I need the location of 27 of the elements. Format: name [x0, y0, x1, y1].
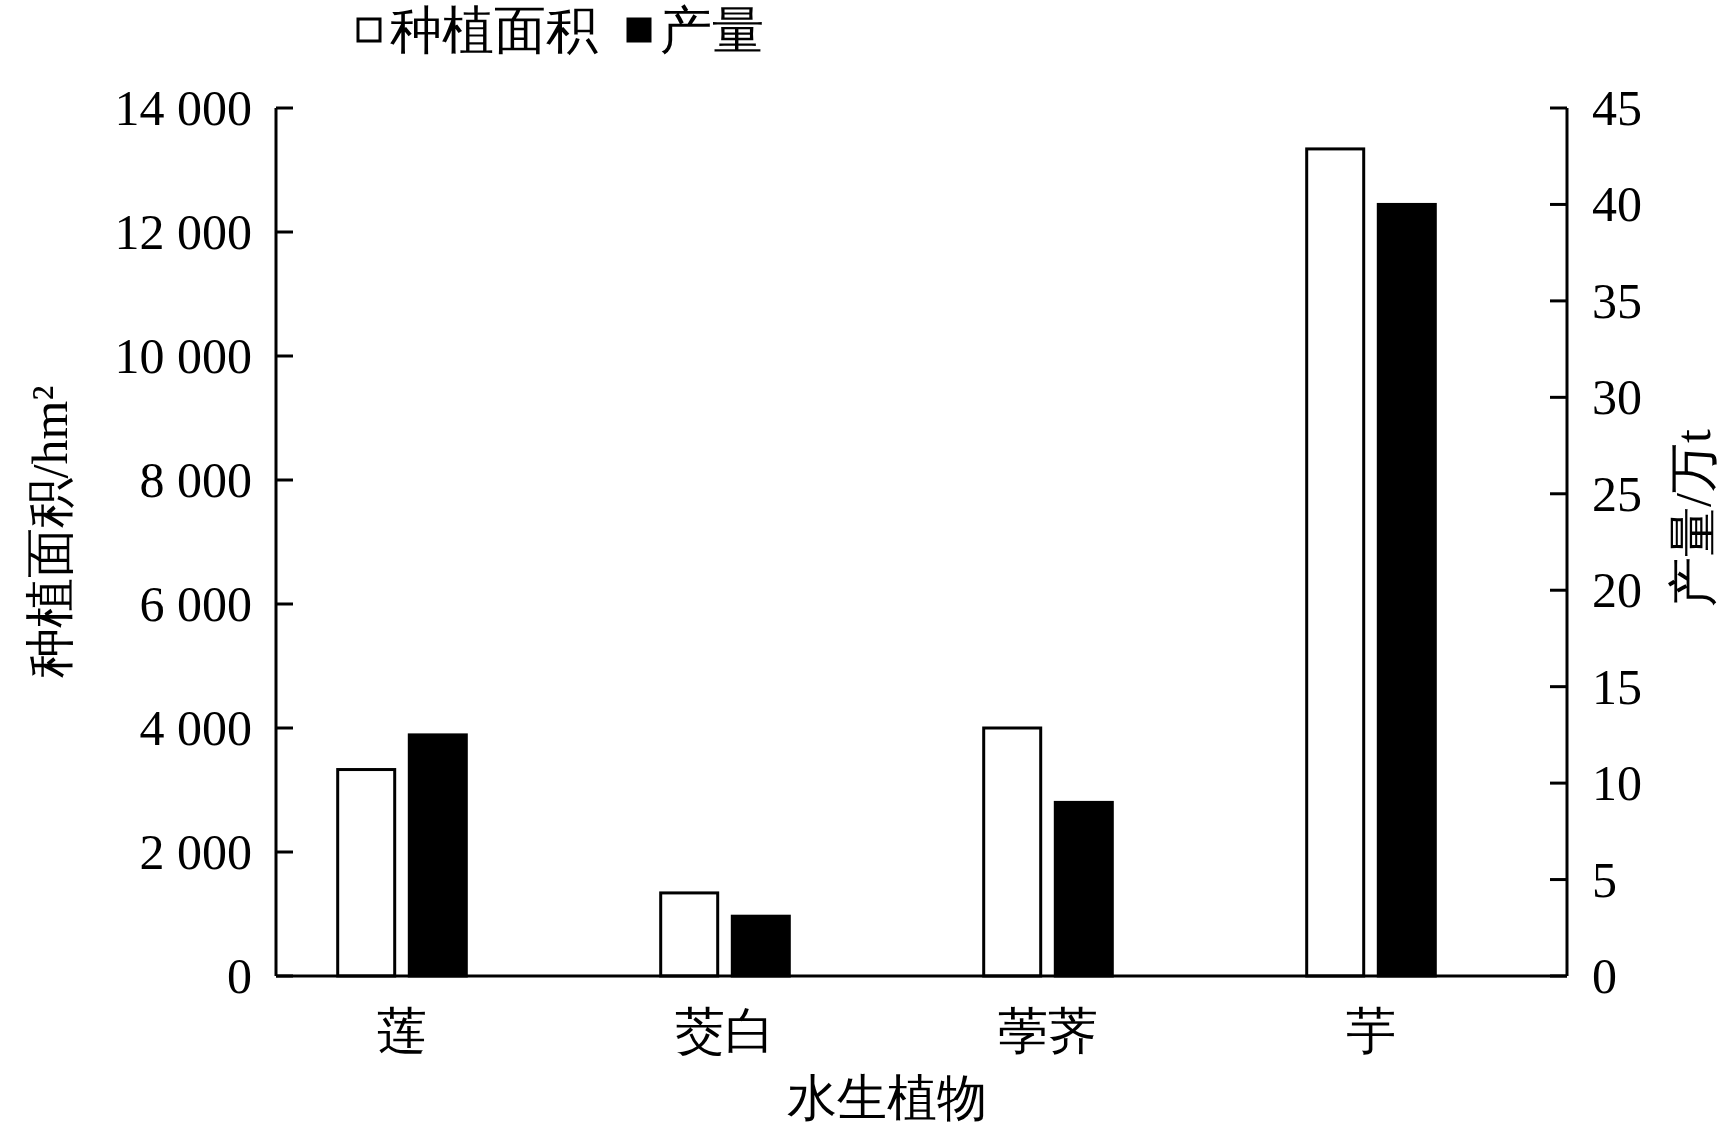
- y2-tick-label: 5: [1592, 851, 1617, 908]
- legend-label: 种植面积: [390, 1, 598, 59]
- y2-tick-label: 35: [1592, 272, 1642, 329]
- x-tick-label: 莲: [377, 1003, 427, 1059]
- y2-tick-label: 30: [1592, 369, 1642, 426]
- y2-tick-label: 15: [1592, 658, 1642, 715]
- y2-tick-label: 40: [1592, 176, 1642, 233]
- y-tick-label: 12 000: [114, 204, 252, 260]
- y2-tick-label: 25: [1592, 465, 1642, 522]
- x-tick-label: 荸荠: [998, 1003, 1098, 1059]
- y-tick-label: 14 000: [114, 80, 252, 136]
- y-tick-label: 2 000: [139, 824, 252, 880]
- y2-tick-label: 0: [1592, 948, 1617, 1004]
- y-tick-label: 8 000: [139, 452, 252, 508]
- y-tick-label: 6 000: [139, 576, 252, 632]
- y2-tick-label: 10: [1592, 755, 1642, 812]
- x-tick-label: 茭白: [675, 1003, 775, 1059]
- y-tick-label: 4 000: [139, 700, 252, 756]
- y-tick-label: 10 000: [114, 328, 252, 384]
- y-tick-label: 0: [227, 948, 252, 1004]
- y2-tick-label: 45: [1592, 80, 1642, 136]
- y2-tick-label: 20: [1592, 562, 1642, 619]
- legend-label: 产量: [660, 1, 764, 59]
- x-tick-label: 芋: [1346, 1003, 1396, 1059]
- y2-axis-title: 产量/万t: [1665, 429, 1721, 607]
- x-axis-title: 水生植物: [786, 1070, 987, 1126]
- y-axis-title: 种植面积/hm²: [22, 385, 78, 679]
